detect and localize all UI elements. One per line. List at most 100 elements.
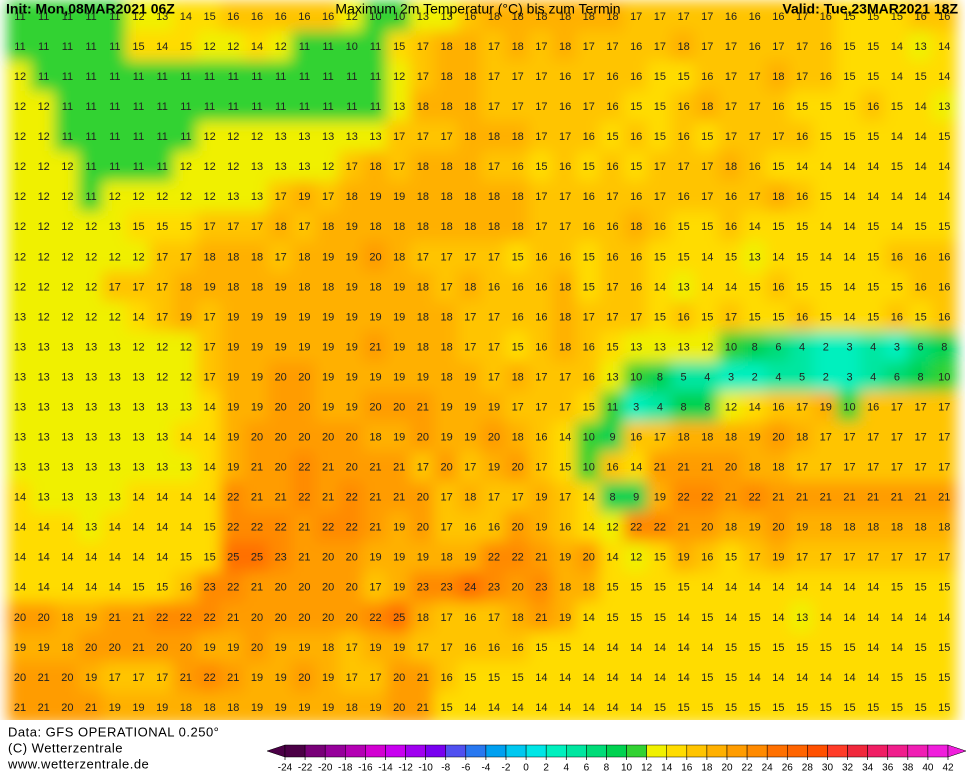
temperature-label: 13 xyxy=(38,371,50,383)
temperature-cell xyxy=(694,31,721,64)
temperature-label: 16 xyxy=(488,642,500,654)
temperature-label: 14 xyxy=(891,642,903,654)
temperature-cell xyxy=(291,451,318,484)
temperature-cell xyxy=(362,481,389,514)
temperature-cell xyxy=(741,151,768,184)
temperature-label: 14 xyxy=(796,161,808,173)
temperature-cell xyxy=(647,541,673,574)
temperature-cell xyxy=(599,121,626,154)
temperature-label: 3 xyxy=(846,341,852,353)
temperature-label: 14 xyxy=(843,251,855,263)
temperature-label: 16 xyxy=(677,191,689,203)
temperature-label: 14 xyxy=(843,311,855,323)
temperature-cell xyxy=(765,181,792,214)
temperature-label: 13 xyxy=(38,462,50,474)
temperature-label: 16 xyxy=(820,41,832,53)
temperature-cell xyxy=(836,541,863,574)
temperature-label: 5 xyxy=(681,371,687,383)
colorbar-label: 10 xyxy=(621,763,633,774)
temperature-cell xyxy=(433,151,460,184)
temperature-label: 14 xyxy=(606,672,618,684)
temperature-label: 20 xyxy=(346,582,358,594)
temperature-label: 13 xyxy=(251,191,263,203)
temperature-label: 17 xyxy=(677,11,689,23)
valid-time: Valid: Tue,23MAR2021 18Z xyxy=(782,1,958,17)
temperature-label: 15 xyxy=(156,582,168,594)
temperature-label: 16 xyxy=(464,612,476,624)
temperature-cell xyxy=(338,631,365,664)
temperature-cell xyxy=(718,601,744,634)
temperature-label: 17 xyxy=(417,71,429,83)
temperature-cell xyxy=(386,361,413,394)
colorbar-label: 34 xyxy=(862,763,874,774)
temperature-cell xyxy=(931,0,958,34)
temperature-label: 18 xyxy=(488,191,500,203)
temperature-cell xyxy=(718,211,744,244)
temperature-cell xyxy=(812,331,839,364)
temperature-cell xyxy=(101,601,128,634)
temperature-cell xyxy=(196,691,223,720)
temperature-cell xyxy=(30,421,57,454)
temperature-cell xyxy=(741,61,768,94)
temperature-cell xyxy=(267,481,294,514)
colorbar-swatch xyxy=(907,744,929,758)
temperature-cell xyxy=(386,331,413,364)
temperature-label: 16 xyxy=(606,71,618,83)
temperature-label: 11 xyxy=(251,71,262,83)
temperature-cell xyxy=(125,421,152,454)
temperature-label: 17 xyxy=(369,672,381,684)
temperature-label: 17 xyxy=(512,71,524,83)
temperature-cell xyxy=(670,271,697,304)
temperature-label: 15 xyxy=(749,311,761,323)
temperature-label: 11 xyxy=(251,101,262,113)
temperature-cell xyxy=(789,481,815,514)
temperature-cell xyxy=(54,421,81,454)
colorbar-label: -16 xyxy=(358,763,373,774)
temperature-label: 18 xyxy=(677,432,689,444)
colorbar-label: 24 xyxy=(762,763,774,774)
temperature-label: 18 xyxy=(393,221,405,233)
temperature-label: 15 xyxy=(512,341,524,353)
temperature-cell xyxy=(481,301,507,334)
temperature-cell xyxy=(623,331,650,364)
temperature-label: 10 xyxy=(938,371,950,383)
temperature-cell xyxy=(765,241,792,274)
temperature-cell xyxy=(30,211,57,244)
temperature-label: 13 xyxy=(61,432,73,444)
temperature-label: 16 xyxy=(701,71,713,83)
temperature-cell xyxy=(575,661,602,694)
temperature-label: 11 xyxy=(346,101,357,113)
temperature-label: 13 xyxy=(61,401,73,413)
temperature-label: 16 xyxy=(749,11,761,23)
header: Init: Mon,08MAR2021 06Z Maximum 2m Tempe… xyxy=(6,1,958,17)
temperature-label: 10 xyxy=(630,371,642,383)
temperature-label: 18 xyxy=(417,191,429,203)
temperature-label: 14 xyxy=(749,582,761,594)
temperature-label: 17 xyxy=(891,552,903,564)
temperature-label: 16 xyxy=(772,401,784,413)
temperature-cell xyxy=(718,631,744,664)
temperature-label: 19 xyxy=(393,432,405,444)
temperature-label: 16 xyxy=(559,251,571,263)
temperature-label: 17 xyxy=(701,161,713,173)
temperature-cell xyxy=(54,271,81,304)
temperature-label: 14 xyxy=(535,702,547,714)
temperature-label: 17 xyxy=(417,642,429,654)
temperature-cell xyxy=(836,571,863,604)
temperature-cell xyxy=(149,601,176,634)
temperature-cell xyxy=(575,211,602,244)
temperature-label: 18 xyxy=(867,522,879,534)
temperature-cell xyxy=(623,61,650,94)
temperature-label: 11 xyxy=(62,101,73,113)
temperature-label: 13 xyxy=(14,341,26,353)
temperature-label: 21 xyxy=(227,612,239,624)
temperature-label: 12 xyxy=(156,341,168,353)
temperature-cell xyxy=(931,661,958,694)
temperature-cell xyxy=(78,631,104,664)
colorbar-label: 38 xyxy=(902,763,914,774)
temperature-label: 18 xyxy=(369,221,381,233)
temperature-cell xyxy=(149,451,176,484)
temperature-cell xyxy=(504,511,531,544)
temperature-label: 18 xyxy=(417,161,429,173)
